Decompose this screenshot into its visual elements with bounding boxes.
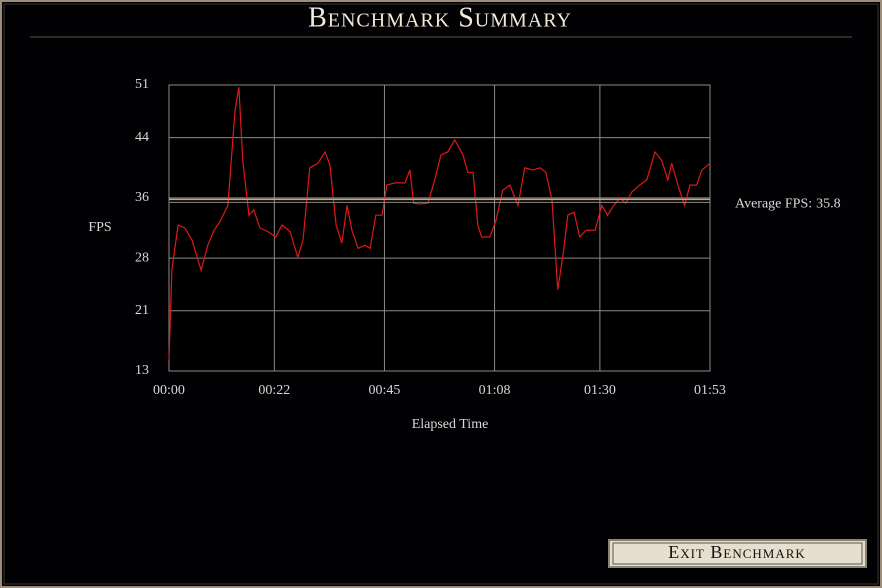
y-tick-label: 36 — [135, 190, 149, 205]
frame-inner — [3, 3, 879, 585]
y-tick-label: 44 — [135, 130, 149, 145]
x-axis-label: Elapsed Time — [412, 417, 489, 432]
y-tick-label: 51 — [135, 77, 149, 92]
x-tick-label: 01:30 — [584, 383, 616, 398]
average-value: 35.8 — [816, 197, 841, 212]
y-tick-label: 28 — [135, 250, 149, 265]
x-tick-label: 01:53 — [694, 383, 726, 398]
average-label: Average FPS: — [735, 197, 812, 212]
screen-title: Benchmark Summary — [308, 2, 572, 33]
x-tick-label: 00:00 — [153, 383, 185, 398]
button-inset — [612, 542, 863, 565]
y-tick-label: 13 — [135, 363, 149, 378]
x-tick-label: 00:45 — [368, 383, 400, 398]
y-axis-label: FPS — [88, 220, 111, 235]
button-label[interactable]: Exit Benchmark — [668, 542, 806, 562]
plot-area — [168, 84, 711, 372]
y-tick-label: 21 — [135, 303, 149, 318]
plot: 13 21 28 36 44 51 00:00 00:22 00:45 01:08 01:30 01:… — [88, 77, 840, 432]
exit-button[interactable]: Exit Benchmark — [608, 539, 867, 568]
button-body[interactable] — [608, 539, 867, 568]
x-tick-label: 01:08 — [479, 383, 511, 398]
x-tick-label: 00:22 — [258, 383, 290, 398]
average-annotation: Average FPS: 35.8 — [735, 197, 841, 212]
